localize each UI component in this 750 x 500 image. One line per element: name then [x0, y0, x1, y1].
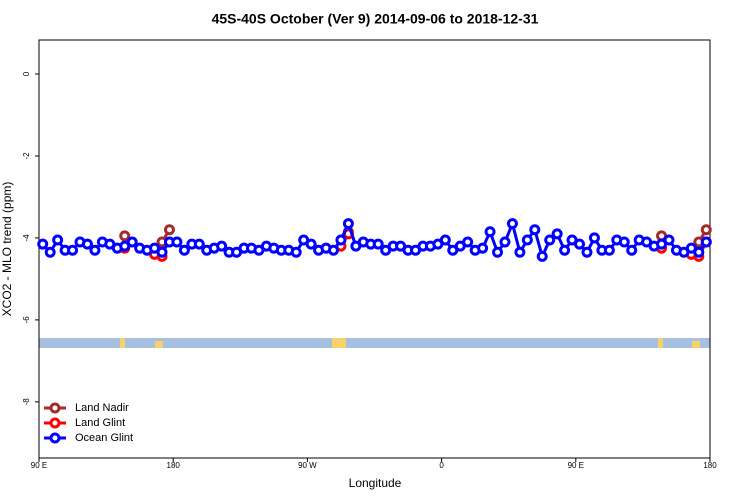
- x-tick-label: 180: [703, 461, 717, 470]
- legend-marker: [49, 417, 61, 429]
- data-point: [439, 234, 451, 246]
- data-point: [603, 244, 615, 256]
- legend-label: Land Glint: [75, 417, 125, 429]
- data-point: [574, 238, 586, 250]
- plot-frame: [38, 39, 711, 459]
- y-tick-label: -8: [22, 398, 31, 406]
- data-point: [663, 234, 675, 246]
- x-tick-label: 180: [167, 461, 181, 470]
- y-tick-label: -4: [22, 234, 31, 242]
- data-point: [342, 218, 354, 230]
- data-point: [693, 246, 705, 258]
- data-point: [618, 236, 630, 248]
- data-point: [551, 228, 563, 240]
- data-point: [514, 246, 526, 258]
- data-point: [119, 230, 131, 242]
- data-point: [335, 234, 347, 246]
- y-tick-label: -2: [22, 152, 31, 160]
- legend-marker: [49, 432, 61, 444]
- data-point: [305, 238, 317, 250]
- data-point: [499, 236, 511, 248]
- data-point: [290, 246, 302, 258]
- y-tick-label: -6: [22, 316, 31, 324]
- data-point: [171, 236, 183, 248]
- land-mask: [39, 338, 710, 348]
- data-point: [529, 224, 541, 236]
- data-point: [178, 244, 190, 256]
- legend-label: Land Nadir: [75, 402, 129, 414]
- data-point: [193, 238, 205, 250]
- data-point: [484, 226, 496, 238]
- data-point: [506, 218, 518, 230]
- data-point: [126, 236, 138, 248]
- data-point: [492, 246, 504, 258]
- x-tick-label: 90 E: [31, 461, 47, 470]
- data-point: [52, 234, 64, 246]
- data-point: [462, 236, 474, 248]
- x-tick-label: 0: [439, 461, 444, 470]
- data-point: [477, 242, 489, 254]
- data-point: [544, 234, 556, 246]
- data-point: [163, 224, 175, 236]
- legend: Land Nadir Land Glint Ocean Glint: [44, 402, 133, 444]
- data-point: [44, 246, 56, 258]
- series: [37, 218, 712, 262]
- data-point: [372, 238, 384, 250]
- x-tick-label: 90 W: [298, 461, 317, 470]
- data-point: [521, 234, 533, 246]
- data-point: [588, 232, 600, 244]
- data-point: [581, 246, 593, 258]
- x-axis-label: Longitude: [349, 476, 402, 490]
- data-point: [536, 250, 548, 262]
- data-point: [700, 236, 712, 248]
- data-point: [67, 244, 79, 256]
- legend-label: Ocean Glint: [75, 432, 133, 444]
- legend-marker: [49, 402, 61, 414]
- data-point: [156, 246, 168, 258]
- data-point: [81, 238, 93, 250]
- y-axis-label: XCO2 - MLO trend (ppm): [0, 182, 14, 317]
- data-point: [37, 238, 49, 250]
- y-tick-label: 0: [22, 71, 31, 76]
- data-point: [327, 244, 339, 256]
- chart-title: 45S-40S October (Ver 9) 2014-09-06 to 20…: [212, 11, 539, 27]
- data-point: [559, 244, 571, 256]
- x-tick-label: 90 E: [568, 461, 584, 470]
- data-point: [216, 240, 228, 252]
- data-point: [700, 224, 712, 236]
- data-point: [89, 244, 101, 256]
- data-point: [626, 244, 638, 256]
